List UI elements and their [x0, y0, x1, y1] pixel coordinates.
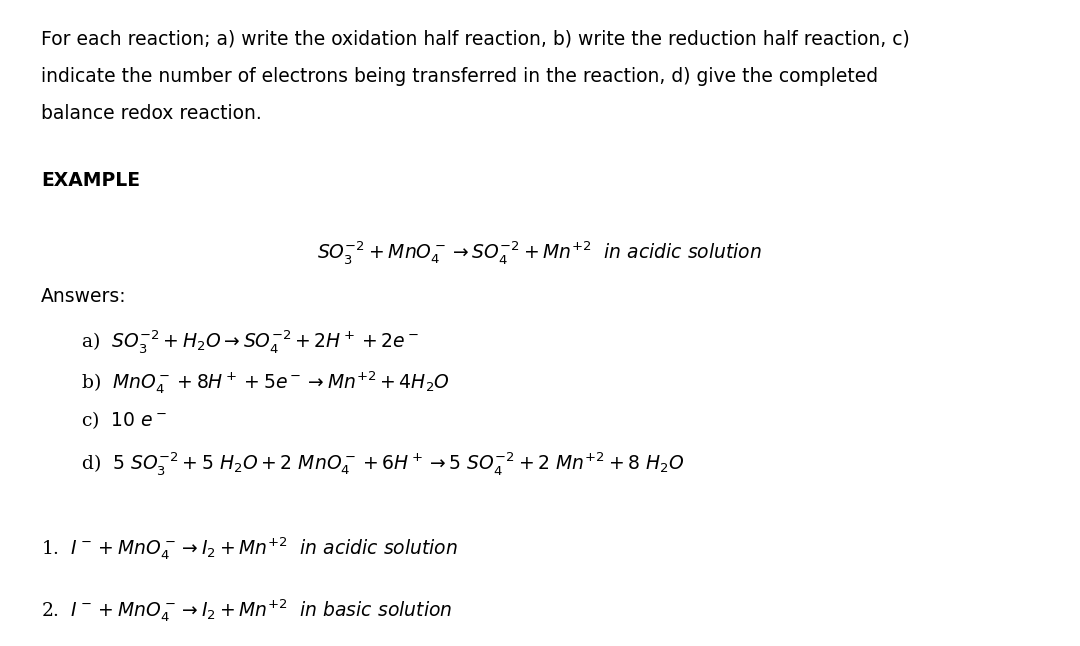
- Text: 1.  $I^- + MnO_4^- \rightarrow I_2 + Mn^{+2}$  $\mathit{in\ acidic\ solution}$: 1. $I^- + MnO_4^- \rightarrow I_2 + Mn^{…: [41, 536, 458, 563]
- Text: balance redox reaction.: balance redox reaction.: [41, 104, 261, 123]
- Text: For each reaction; a) write the oxidation half reaction, b) write the reduction : For each reaction; a) write the oxidatio…: [41, 29, 909, 48]
- Text: a)  $SO_3^{-2} + H_2O \rightarrow SO_4^{-2} + 2H^+ + 2e^-$: a) $SO_3^{-2} + H_2O \rightarrow SO_4^{-…: [81, 328, 419, 355]
- Text: d)  $5\ SO_3^{-2} + 5\ H_2O + 2\ MnO_4^- + 6H^+ \rightarrow 5\ SO_4^{-2} + 2\ Mn: d) $5\ SO_3^{-2} + 5\ H_2O + 2\ MnO_4^- …: [81, 450, 685, 477]
- Text: 2.  $I^- + MnO_4^- \rightarrow I_2 + Mn^{+2}$  $\mathit{in\ basic\ solution}$: 2. $I^- + MnO_4^- \rightarrow I_2 + Mn^{…: [41, 598, 453, 625]
- Text: c)  $10\ e^-$: c) $10\ e^-$: [81, 410, 167, 432]
- Text: EXAMPLE: EXAMPLE: [41, 171, 140, 191]
- Text: b)  $MnO_4^- + 8H^+ + 5e^- \rightarrow Mn^{+2} + 4H_2O$: b) $MnO_4^- + 8H^+ + 5e^- \rightarrow Mn…: [81, 369, 450, 396]
- Text: indicate the number of electrons being transferred in the reaction, d) give the : indicate the number of electrons being t…: [41, 67, 878, 85]
- Text: Answers:: Answers:: [41, 287, 126, 306]
- Text: $SO_3^{-2} + MnO_4^- \rightarrow SO_4^{-2} + Mn^{+2}$  $\mathit{in\ acidic\ solu: $SO_3^{-2} + MnO_4^- \rightarrow SO_4^{-…: [318, 239, 762, 266]
